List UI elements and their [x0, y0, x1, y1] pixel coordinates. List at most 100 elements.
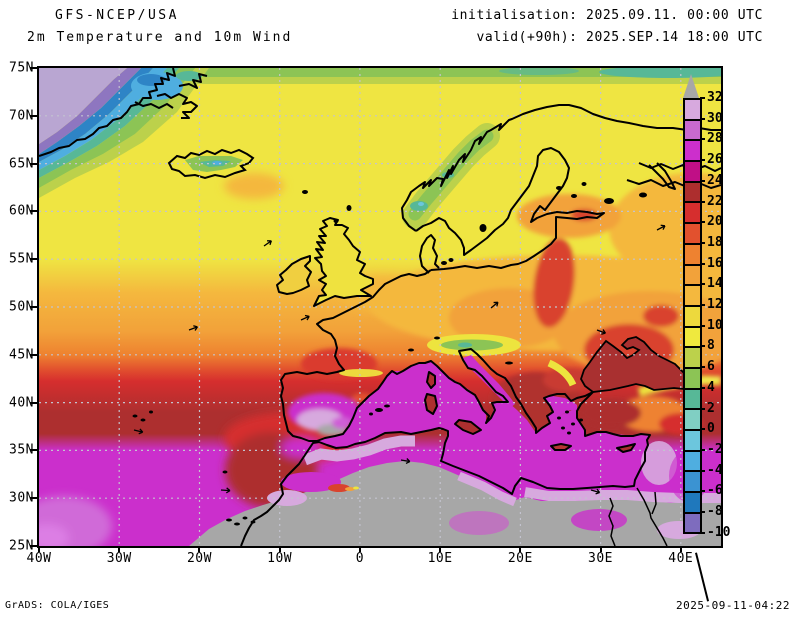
lat-tick-mark — [30, 162, 37, 165]
colorbar-tick-label: 22 — [707, 193, 723, 209]
wind-arrows — [133, 224, 666, 495]
colorbar-tick-label: -2 — [707, 442, 723, 458]
colorbar-tick-mark — [700, 283, 705, 286]
lat-tick-mark — [30, 449, 37, 452]
colorbar-tick-label: 8 — [707, 338, 715, 354]
colorbar-box — [685, 222, 700, 243]
colorbar-tick-label: 30 — [707, 110, 723, 126]
lat-tick-label: 65N — [9, 156, 34, 172]
north-africa — [189, 435, 721, 546]
colorbar-tick-mark — [700, 407, 705, 410]
colorbar-box — [685, 429, 700, 450]
colorbar-tick-mark — [700, 117, 705, 120]
colorbar-tick-label: 6 — [707, 359, 715, 375]
small-islands-and-lakes — [132, 182, 647, 526]
lon-tick-mark — [679, 546, 682, 552]
lat-tick-label: 35N — [9, 442, 34, 458]
colorbar-box — [685, 304, 700, 326]
colorbar-tick-mark — [700, 324, 705, 327]
lat-tick-mark — [30, 545, 37, 547]
colorbar-box — [685, 284, 700, 305]
colorbar-box — [685, 118, 700, 140]
lon-tick-mark — [358, 546, 361, 552]
lat-tick-label: 25N — [9, 538, 34, 554]
lon-tick-label: 20W — [186, 551, 212, 566]
colorbar-box — [685, 100, 700, 119]
lat-tick-mark — [30, 401, 37, 404]
colorbar-boxes — [683, 98, 702, 535]
colorbar-box — [685, 201, 700, 223]
colorbar-box — [685, 366, 700, 388]
colorbar-tick-label: 24 — [707, 172, 723, 188]
colorbar-tick-label: 16 — [707, 255, 723, 271]
colorbar-tick-mark — [700, 262, 705, 265]
map-frame — [37, 66, 723, 548]
mountain-ranges — [339, 334, 577, 387]
lat-tick-label: 30N — [9, 490, 34, 506]
lat-tick-label: 60N — [9, 203, 34, 219]
lon-tick-mark — [439, 546, 442, 552]
colorbar-tick-mark — [700, 448, 705, 451]
lon-tick-mark — [118, 546, 121, 552]
colorbar-tick-label: 4 — [707, 379, 715, 395]
valid-time-label: valid(+90h): 2025.SEP.14 18:00 UTC — [476, 30, 763, 45]
colorbar-tick-label: 2 — [707, 400, 715, 416]
colorbar-box — [685, 449, 700, 471]
lon-tick-label: 40W — [26, 551, 52, 566]
colorbar-tick-label: 26 — [707, 152, 723, 168]
colorbar-tick-mark — [700, 469, 705, 472]
model-title: GFS-NCEP/USA — [55, 8, 179, 23]
colorbar-tick-label: 14 — [707, 276, 723, 292]
colorbar-box — [685, 408, 700, 429]
product-title: 2m Temperature and 10m Wind — [27, 30, 293, 45]
lon-tick-label: 30E — [588, 551, 614, 566]
lat-tick-mark — [30, 114, 37, 117]
lon-tick-label: 10E — [427, 551, 453, 566]
colorbar-box — [685, 491, 700, 512]
colorbar-tick-label: -10 — [707, 524, 731, 540]
colorbar-box — [685, 387, 700, 409]
lon-tick-label: 30W — [106, 551, 132, 566]
lat-tick-mark — [30, 497, 37, 500]
lon-tick-label: 10W — [267, 551, 293, 566]
lat-tick-label: 40N — [9, 395, 34, 411]
lon-tick-label: 0 — [355, 551, 365, 566]
lat-tick-mark — [30, 67, 37, 69]
lat-tick-mark — [30, 306, 37, 308]
lon-tick-mark — [519, 546, 522, 552]
grads-credit: GrADS: COLA/IGES — [5, 600, 110, 611]
colorbar-tick-mark — [700, 200, 705, 203]
lon-tick-label: 40E — [668, 551, 694, 566]
lat-tick-label: 70N — [9, 108, 34, 124]
colorbar-tick-mark — [700, 511, 705, 513]
colorbar-box — [685, 160, 700, 181]
colorbar-above-max-arrow — [683, 74, 699, 98]
lat-tick-label: 45N — [9, 347, 34, 363]
init-time-label: initialisation: 2025.09.11. 00:00 UTC — [451, 8, 763, 23]
colorbar-box — [685, 139, 700, 161]
colorbar-tick-mark — [700, 221, 705, 224]
colorbar-tick-label: 32 — [707, 90, 723, 106]
lat-tick-mark — [30, 258, 37, 261]
colorbar-tick-mark — [700, 345, 705, 348]
colorbar-tick-mark — [700, 159, 705, 162]
colorbar-tick-mark — [700, 304, 705, 306]
colorbar-tick-label: 28 — [707, 131, 723, 147]
colorbar-box — [685, 325, 700, 347]
colorbar-tick-mark — [700, 490, 705, 493]
colorbar-box — [685, 346, 700, 367]
temperature-field-map — [39, 68, 721, 546]
lat-tick-mark — [30, 353, 37, 356]
lon-tick-mark — [278, 546, 281, 552]
colorbar-box — [685, 470, 700, 492]
colorbar-box — [685, 242, 700, 264]
lat-tick-label: 55N — [9, 251, 34, 267]
colorbar-tick-label: 12 — [707, 297, 723, 313]
colorbar-tick-mark — [700, 428, 705, 431]
colorbar-tick-mark — [700, 386, 705, 389]
colorbar-tick-mark — [700, 179, 705, 182]
colorbar-tick-label: 18 — [707, 235, 723, 251]
colorbar-tick-label: 10 — [707, 317, 723, 333]
colorbar-tick-mark — [700, 531, 705, 534]
black-sea — [580, 336, 696, 393]
